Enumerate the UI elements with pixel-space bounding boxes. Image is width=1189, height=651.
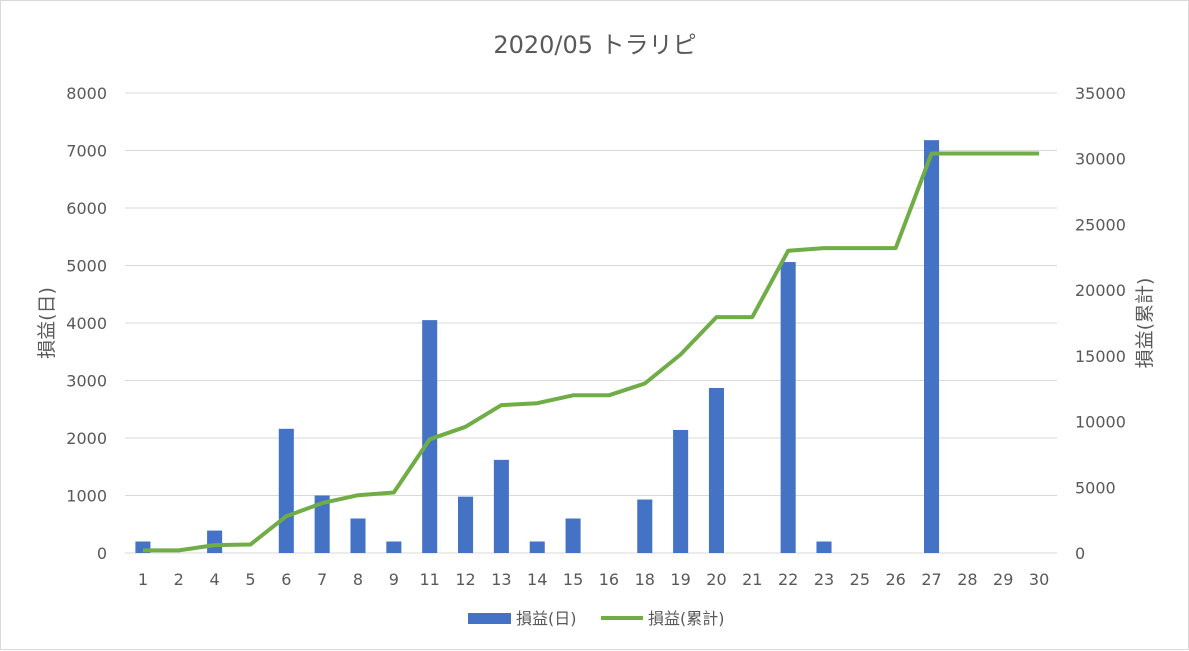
bar-mark xyxy=(637,499,653,553)
bar-mark xyxy=(350,518,366,553)
y2-tick-label: 30000 xyxy=(1075,150,1126,169)
x-tick-label: 28 xyxy=(957,570,977,589)
bar-mark xyxy=(278,428,294,553)
bar-mark xyxy=(780,262,796,553)
x-tick-label: 22 xyxy=(778,570,798,589)
legend-line-label: 損益(累計) xyxy=(648,609,725,628)
y2-tick-label: 0 xyxy=(1075,544,1085,563)
y-axis-title: 損益(日) xyxy=(36,287,58,359)
y-tick-label: 8000 xyxy=(66,84,107,103)
right-axis-ticks: 0 5000 10000 15000 20000 25000 30000 35000 xyxy=(1075,84,1126,563)
bar-mark xyxy=(314,495,330,553)
bar-mark xyxy=(422,320,438,553)
bar-mark xyxy=(565,518,581,553)
y-tick-label: 0 xyxy=(97,544,107,563)
x-tick-label: 26 xyxy=(886,570,906,589)
legend-bar-swatch xyxy=(468,613,511,624)
y2-axis-title: 損益(累計) xyxy=(1134,278,1156,369)
y-tick-label: 7000 xyxy=(66,142,107,161)
x-tick-label: 19 xyxy=(670,570,690,589)
chart-title: 2020/05 トラリピ xyxy=(493,31,696,59)
bar-mark xyxy=(816,541,832,553)
bar-mark xyxy=(708,387,724,553)
y2-tick-label: 10000 xyxy=(1075,413,1126,432)
bar-mark xyxy=(529,541,545,553)
bar-series xyxy=(135,140,940,553)
y-tick-label: 6000 xyxy=(66,199,107,218)
x-tick-label: 25 xyxy=(850,570,870,589)
legend-bar-label: 損益(日) xyxy=(516,609,577,628)
left-axis-ticks: 0 1000 2000 3000 4000 5000 6000 7000 8000 xyxy=(66,84,107,563)
bar-mark xyxy=(207,530,223,553)
x-tick-label: 11 xyxy=(420,570,440,589)
x-tick-label: 13 xyxy=(491,570,511,589)
bar-mark xyxy=(458,496,474,553)
x-tick-label: 14 xyxy=(527,570,547,589)
y-tick-label: 2000 xyxy=(66,429,107,448)
x-tick-label: 15 xyxy=(563,570,583,589)
legend: 損益(日) 損益(累計) xyxy=(468,609,725,628)
bar-mark xyxy=(673,429,689,553)
x-tick-label: 20 xyxy=(706,570,726,589)
y2-tick-label: 15000 xyxy=(1075,347,1126,366)
y2-tick-label: 35000 xyxy=(1075,84,1126,103)
x-tick-label: 16 xyxy=(599,570,619,589)
x-tick-label: 6 xyxy=(281,570,291,589)
x-tick-label: 2 xyxy=(174,570,184,589)
line-series xyxy=(142,151,1040,553)
bar-mark xyxy=(493,459,509,553)
y-tick-label: 4000 xyxy=(66,314,107,333)
x-axis-ticks: 1 2 4 5 6 7 8 9 11 12 13 14 15 16 18 19 20 21 22 23 25 26 27 28… xyxy=(138,570,1049,589)
x-tick-label: 4 xyxy=(210,570,220,589)
x-tick-label: 27 xyxy=(921,570,941,589)
x-tick-label: 7 xyxy=(317,570,327,589)
bar-mark xyxy=(135,541,151,553)
y2-tick-label: 25000 xyxy=(1075,215,1126,234)
x-tick-label: 21 xyxy=(742,570,762,589)
y-tick-label: 1000 xyxy=(66,487,107,506)
y2-tick-label: 5000 xyxy=(1075,478,1116,497)
x-tick-label: 8 xyxy=(353,570,363,589)
grid-lines xyxy=(125,92,1057,554)
y-tick-label: 3000 xyxy=(66,372,107,391)
x-tick-label: 23 xyxy=(814,570,834,589)
bar-mark xyxy=(924,140,940,553)
y-tick-label: 5000 xyxy=(66,257,107,276)
x-tick-label: 29 xyxy=(993,570,1013,589)
x-tick-label: 5 xyxy=(245,570,255,589)
x-tick-label: 9 xyxy=(389,570,399,589)
x-tick-label: 30 xyxy=(1029,570,1049,589)
x-tick-label: 18 xyxy=(635,570,655,589)
y2-tick-label: 20000 xyxy=(1075,281,1126,300)
line-mark xyxy=(142,151,1040,553)
x-tick-label: 1 xyxy=(138,570,148,589)
bar-mark xyxy=(386,541,402,553)
x-tick-label: 12 xyxy=(455,570,475,589)
